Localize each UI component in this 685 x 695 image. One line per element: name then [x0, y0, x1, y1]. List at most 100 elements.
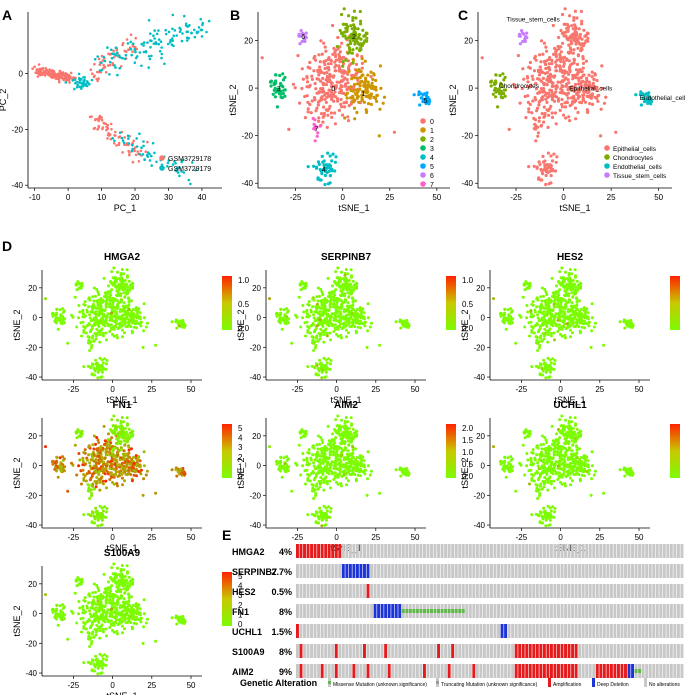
tsne-point: [310, 74, 314, 78]
pca-point: [68, 81, 71, 84]
feature-point: [532, 314, 535, 318]
feature-point: [539, 324, 543, 328]
pca-x-tick-label: 40: [197, 193, 206, 202]
feature-point: [547, 375, 551, 379]
pca-point: [129, 40, 132, 44]
tsne-point: [354, 62, 359, 66]
pca-point: [188, 24, 191, 27]
feature-point: [351, 323, 355, 327]
celltype-point: [497, 87, 501, 91]
pca-point: [130, 53, 133, 57]
celltype-point: [585, 108, 590, 112]
tsne-point: [325, 125, 329, 129]
feature-point: [575, 318, 579, 322]
pca-point: [66, 77, 70, 80]
feature-point: [586, 317, 590, 321]
celltype-point: [566, 91, 571, 95]
feature-point: [107, 443, 111, 446]
tsne-point: [344, 26, 348, 30]
feature-point: [343, 300, 347, 304]
feature-point: [279, 469, 282, 473]
feature-point: [326, 443, 330, 446]
celltype-point: [570, 88, 574, 93]
colorbar-label: 1.0: [462, 276, 474, 285]
pca-point: [137, 160, 141, 163]
pca-point: [127, 137, 130, 140]
feature-point: [106, 312, 110, 316]
feature-point: [87, 483, 91, 487]
feature-point: [550, 276, 554, 280]
celltype-point: [499, 89, 503, 93]
feature-point: [313, 365, 317, 369]
celltype-point: [572, 16, 576, 20]
feature-point: [566, 310, 570, 314]
tsne-point: [303, 39, 307, 44]
feature-point: [325, 479, 329, 483]
feature-point: [93, 332, 97, 335]
pca-point: [149, 32, 152, 35]
feature-point: [325, 318, 329, 322]
tsne-c-x-tick-label: 25: [607, 193, 616, 202]
feature-point: [569, 323, 573, 327]
pca-point: [143, 158, 146, 161]
feature-point: [544, 368, 548, 372]
tsne-point: [315, 125, 319, 129]
feature-point: [87, 335, 91, 339]
feature-point: [305, 460, 309, 464]
feature-point: [137, 455, 141, 459]
feature-point: [579, 318, 583, 322]
feature-point: [62, 457, 66, 461]
pca-point: [106, 64, 110, 67]
feature-point: [88, 471, 91, 475]
feature-point: [337, 298, 341, 302]
feature-point: [318, 442, 321, 446]
pca-legend-swatch: [159, 155, 165, 161]
pca-point: [181, 32, 184, 35]
tsne-point: [381, 101, 385, 105]
feature-point: [95, 361, 99, 365]
feature-point: [104, 331, 108, 335]
feature-point: [125, 289, 129, 293]
feature-point: [359, 467, 362, 471]
feature-point: [541, 332, 545, 335]
tsne-point: [271, 92, 275, 96]
feature-point: [80, 482, 83, 486]
celltype-point: [572, 18, 576, 22]
tsne-point: [326, 62, 331, 66]
feature-point: [319, 361, 323, 365]
feature-point: [116, 336, 119, 340]
pca-point: [85, 80, 89, 84]
celltype-point: [591, 81, 595, 85]
celltype-legend-label: Endothelial_cells: [613, 164, 663, 171]
feature-point: [514, 341, 518, 345]
tsne-point: [359, 46, 363, 50]
feature-point: [336, 457, 340, 461]
feature-point: [108, 318, 112, 322]
feature-point: [279, 459, 283, 463]
tsne-b-x-tick-label: 50: [432, 193, 441, 202]
celltype-point: [550, 90, 554, 94]
tsne-point: [348, 63, 352, 67]
feature-point: [102, 295, 106, 298]
feature-point: [301, 316, 305, 320]
feature-point: [99, 297, 103, 300]
celltype-point: [543, 93, 547, 97]
pca-point: [52, 71, 56, 75]
tsne-b-x-tick-label: -25: [290, 193, 302, 202]
feature-point: [125, 316, 129, 320]
celltype-point: [531, 77, 535, 81]
feature-point: [90, 492, 94, 495]
feature-point: [117, 434, 121, 438]
celltype-point: [590, 70, 594, 74]
feature-point: [127, 279, 131, 283]
feature-point: [311, 335, 315, 339]
celltype-annotation: Tissue_stem_cells: [507, 17, 561, 24]
feature-point: [559, 302, 563, 306]
feature-point: [279, 321, 282, 325]
feature-point: [127, 445, 131, 449]
feature-point: [108, 302, 111, 306]
tsne-point: [325, 74, 330, 78]
celltype-point: [537, 116, 542, 120]
tsne-point: [346, 72, 350, 76]
celltype-point: [543, 114, 547, 118]
